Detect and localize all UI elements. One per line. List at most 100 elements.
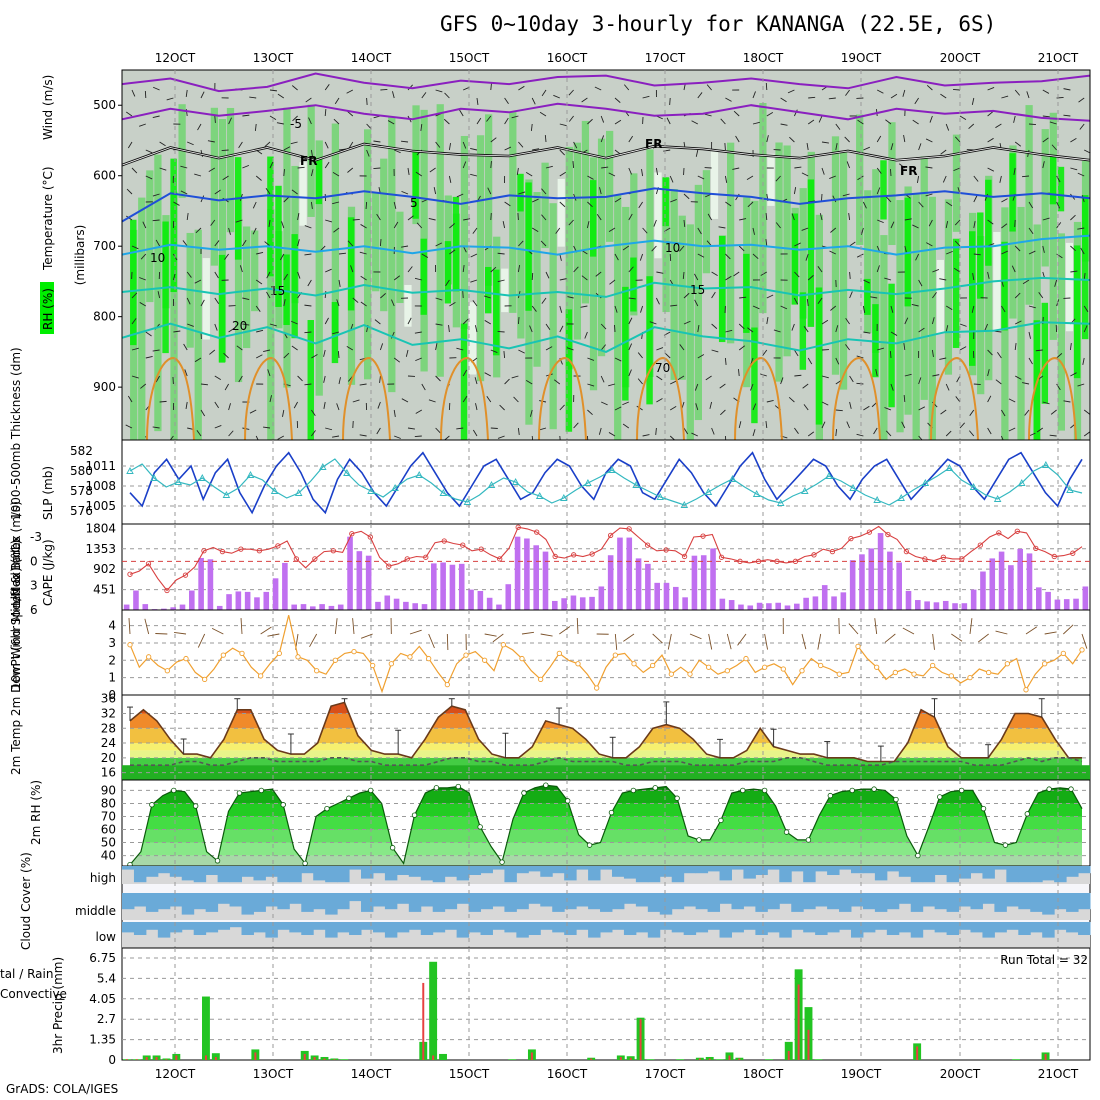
wind-barb xyxy=(890,143,894,151)
cloud-cover-cell xyxy=(480,922,493,935)
rh-point xyxy=(761,787,768,794)
cloud-cover-cell xyxy=(600,866,613,870)
wind-barb xyxy=(420,123,423,131)
cloud-cover-cell xyxy=(874,922,888,930)
wind10m-barb xyxy=(197,633,206,648)
wind-barb xyxy=(486,395,492,403)
wind-barb xyxy=(845,344,850,351)
wind-barb xyxy=(697,325,700,333)
cloud-level-label: low xyxy=(96,930,117,944)
warm-contour xyxy=(930,357,979,441)
wind-barb xyxy=(553,94,560,99)
wind-barb xyxy=(752,403,757,411)
cape-bar xyxy=(710,548,716,610)
wind10m-barb xyxy=(492,633,504,643)
wind-barb xyxy=(214,271,219,279)
wind-barb xyxy=(421,253,429,258)
wind-barb xyxy=(394,435,401,439)
temp-line xyxy=(129,701,1082,763)
precip-total-bar xyxy=(646,1059,655,1060)
cloud-cover-cell xyxy=(552,922,565,933)
cape-bar xyxy=(244,591,251,610)
wind-barb xyxy=(971,305,975,313)
rh-band-bright xyxy=(630,257,637,312)
rh-band xyxy=(146,170,154,303)
wind-barb xyxy=(433,187,437,195)
cloud-cover-cell xyxy=(408,893,422,912)
wind-barb xyxy=(987,167,995,172)
cloud-cover-cell xyxy=(540,893,553,907)
wind-barb xyxy=(711,323,718,329)
wind-barb xyxy=(1056,175,1061,183)
rh-band-dry xyxy=(936,259,944,334)
wind-barb xyxy=(987,219,994,225)
cloud-cover-cell xyxy=(1042,922,1055,938)
wind-barb xyxy=(862,305,866,313)
wind-barb xyxy=(265,187,271,195)
cloud-cover-cell xyxy=(1066,922,1079,933)
wind10m-barb xyxy=(737,633,747,646)
precip-convective-bar xyxy=(639,1019,642,1060)
wind10m-point xyxy=(594,685,600,691)
wind-barb xyxy=(1028,227,1034,234)
wind-barb xyxy=(884,407,892,411)
wind-barb xyxy=(311,354,318,359)
wind-barb xyxy=(222,175,229,181)
wind-barb xyxy=(1063,400,1071,403)
rh-band xyxy=(880,235,888,440)
cape-bar xyxy=(766,603,772,610)
cloud-cover-cell xyxy=(265,866,278,877)
wind-barb xyxy=(1013,115,1016,123)
wind-barb xyxy=(152,219,160,222)
wind-barb xyxy=(595,271,602,277)
wind-barb xyxy=(235,219,243,223)
thickness-point xyxy=(993,495,1002,502)
rh-band xyxy=(864,190,872,334)
wind-barb xyxy=(290,320,298,325)
cape-bar xyxy=(1073,598,1079,610)
wind-barb xyxy=(142,221,147,229)
wind10m-point xyxy=(855,643,861,650)
cape-bar xyxy=(421,604,428,610)
rh-point xyxy=(608,809,615,816)
precip-convective-bar xyxy=(422,982,425,1060)
wind-barb xyxy=(780,123,788,126)
wind-barb xyxy=(1078,97,1085,103)
credit-label: GrADS: COLA/IGES xyxy=(6,1082,119,1096)
rh-band-bright xyxy=(517,173,524,212)
wind-barb xyxy=(1082,357,1085,365)
cape-bar xyxy=(1026,553,1033,610)
cloud-cover-cell xyxy=(659,893,673,915)
precip-convective-bar xyxy=(145,1056,148,1060)
cloud-cover-cell xyxy=(372,866,386,874)
wind-barb xyxy=(780,97,787,103)
wind-barb xyxy=(180,190,188,195)
thickness-point xyxy=(511,478,520,485)
cape-bar xyxy=(775,602,781,610)
bottom-tick-label: 17OCT xyxy=(645,1067,686,1081)
wind-barb xyxy=(559,325,564,333)
cloud-cover-cell xyxy=(133,866,147,883)
contour-label: 10 xyxy=(665,241,680,255)
rh-band-bright xyxy=(589,180,597,257)
wind-barb xyxy=(194,357,202,363)
wind-barb xyxy=(559,123,567,127)
cloud-cover-cell xyxy=(683,866,697,874)
cloud-cover-cell xyxy=(1030,922,1043,933)
wind-barb xyxy=(642,95,650,99)
wind-barb xyxy=(1014,141,1022,147)
wind-barb xyxy=(435,343,438,351)
wind-barb xyxy=(516,167,519,175)
thickness-point xyxy=(825,472,833,479)
rh-band-bright xyxy=(1081,195,1089,340)
cape-bar xyxy=(216,605,223,610)
rh-band xyxy=(218,119,227,362)
cape-bar xyxy=(552,600,558,610)
rh-point xyxy=(455,783,461,790)
wind-barb xyxy=(414,331,422,334)
rh-point xyxy=(521,790,527,796)
wind-barb xyxy=(336,403,340,411)
lifted-index-point xyxy=(571,552,577,558)
wind-barb xyxy=(347,240,354,247)
rh-band xyxy=(646,149,654,378)
